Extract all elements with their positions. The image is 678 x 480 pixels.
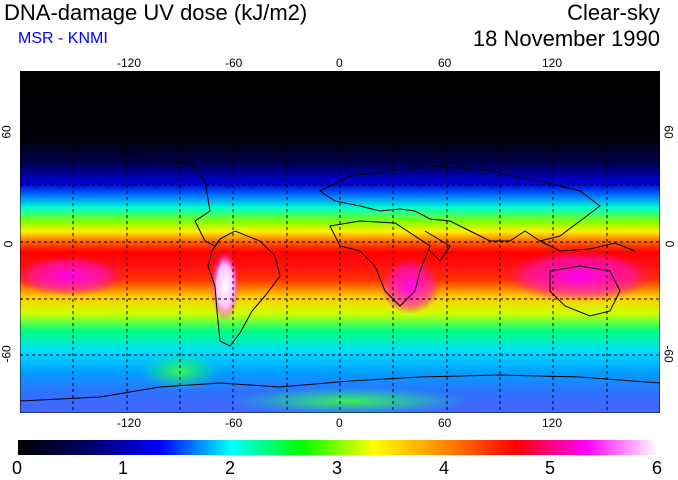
lon-tick-bottom: -120: [117, 416, 142, 430]
lat-tick-right: 60: [661, 125, 676, 139]
uv-dose-map: [20, 71, 660, 413]
map-source: MSR - KNMI: [18, 30, 108, 47]
lat-tick-left: 0: [1, 240, 16, 248]
colorbar: [18, 440, 658, 455]
colorbar-label: 6: [652, 458, 663, 478]
lat-tick-right: 0: [662, 240, 677, 248]
lon-tick-top: 0: [336, 56, 343, 70]
colorbar-label: 2: [225, 458, 236, 478]
lon-tick-bottom: -60: [225, 416, 243, 430]
lon-tick-top: 120: [542, 56, 563, 70]
colorbar-label: 5: [545, 458, 556, 478]
lat-tick-left: 60: [0, 125, 14, 139]
colorbar-label: 3: [332, 458, 343, 478]
lon-tick-top: -60: [225, 56, 243, 70]
map-title: DNA-damage UV dose (kJ/m2): [4, 0, 308, 25]
lon-tick-top: -120: [117, 56, 142, 70]
lon-tick-bottom: 60: [438, 416, 452, 430]
colorbar-label: 0: [12, 458, 23, 478]
sky-condition: Clear-sky: [567, 0, 660, 25]
lon-tick-bottom: 0: [336, 416, 343, 430]
lat-tick-right: -60: [661, 345, 676, 363]
lon-tick-top: 60: [438, 56, 452, 70]
lat-tick-left: -60: [0, 345, 14, 363]
lon-tick-bottom: 120: [542, 416, 563, 430]
colorbar-label: 1: [118, 458, 129, 478]
map-date: 18 November 1990: [472, 26, 660, 51]
colorbar-label: 4: [439, 458, 450, 478]
